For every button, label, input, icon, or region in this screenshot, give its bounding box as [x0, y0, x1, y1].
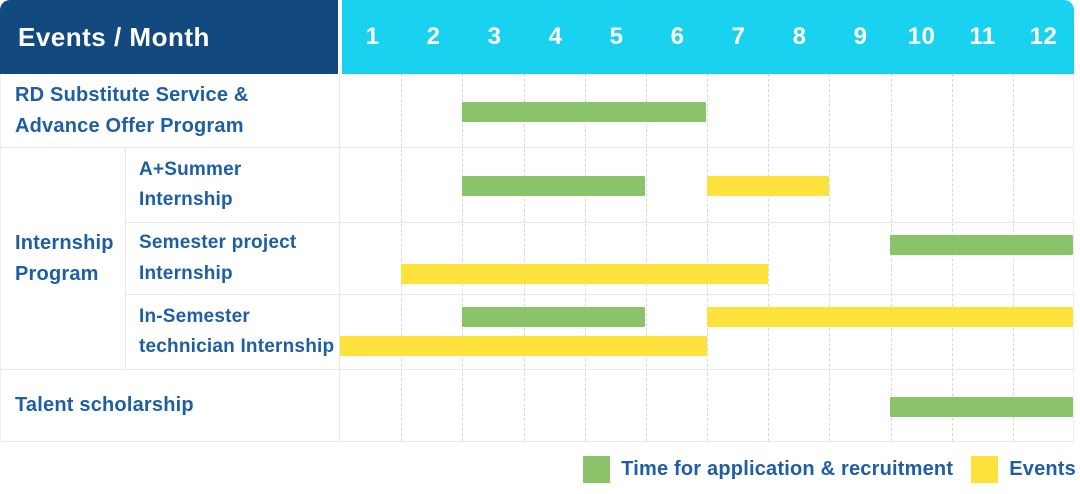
legend-label: Time for application & recruitment: [621, 458, 954, 480]
application-color-swatch: [583, 456, 611, 483]
month-label: 12: [1029, 23, 1058, 50]
row-label-a-plus-summer-internship: A+Summer Internship: [126, 148, 340, 222]
legend-label: Events: [1009, 458, 1076, 480]
chart-cell: [340, 295, 1073, 369]
table-row: In-Semester technician Internship: [126, 294, 1073, 369]
row-label-talent-scholarship: Talent scholarship: [1, 370, 340, 441]
chart-cell: [340, 370, 1073, 441]
table-body: RD Substitute Service & Advance Offer Pr…: [0, 74, 1074, 442]
application-bar: [462, 176, 646, 196]
month-label: 7: [731, 23, 746, 50]
month-label: 2: [426, 23, 441, 50]
chart-cell: [340, 148, 1073, 222]
application-bar: [462, 101, 707, 122]
month-label: 6: [670, 23, 685, 50]
month-label: 9: [853, 23, 868, 50]
month-label: 5: [609, 23, 624, 50]
table-row: RD Substitute Service & Advance Offer Pr…: [1, 74, 1073, 148]
events-color-swatch: [971, 456, 999, 483]
row-label-in-semester-technician-internship: In-Semester technician Internship: [126, 295, 340, 369]
internship-program-group: Internship Program A+Summer Internship S…: [1, 148, 1073, 370]
group-label-internship-program: Internship Program: [1, 148, 126, 369]
month-label: 10: [907, 23, 936, 50]
gantt-chart: Events / Month 1 2 3 4 5 6 7 8 9 10 11 12 RD Substi…: [0, 0, 1074, 442]
month-label: 8: [792, 23, 807, 50]
month-label: 4: [548, 23, 563, 50]
table-row: Talent scholarship: [1, 370, 1073, 442]
table-header: Events / Month 1 2 3 4 5 6 7 8 9 10 11 12: [0, 0, 1074, 74]
event-bar: [706, 307, 1073, 327]
application-bar: [462, 307, 646, 327]
month-label: 11: [969, 23, 996, 50]
chart-cell: [340, 74, 1073, 147]
legend-item-application: Time for application & recruitment: [583, 456, 953, 483]
events-month-header: Events / Month: [0, 0, 338, 74]
event-bar: [401, 264, 768, 284]
table-row: Semester project Internship: [126, 222, 1073, 294]
table-row: A+Summer Internship: [126, 148, 1073, 222]
event-bar: [340, 336, 707, 356]
event-bar: [706, 176, 829, 196]
legend-item-events: Events: [971, 456, 1076, 483]
chart-cell: [340, 223, 1073, 294]
application-bar: [889, 396, 1073, 417]
row-label-rd-substitute-service: RD Substitute Service & Advance Offer Pr…: [1, 74, 340, 147]
months-header: 1 2 3 4 5 6 7 8 9 10 11 12: [342, 0, 1074, 74]
application-bar: [889, 235, 1073, 255]
month-label: 1: [365, 23, 380, 50]
legend: Time for application & recruitment Event…: [583, 456, 1076, 483]
month-label: 3: [487, 23, 502, 50]
row-label-semester-project-internship: Semester project Internship: [126, 223, 340, 294]
